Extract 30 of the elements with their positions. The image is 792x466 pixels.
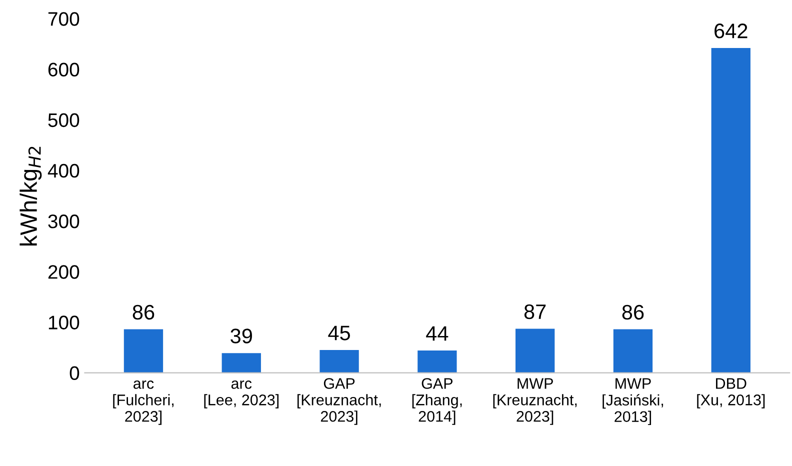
- data-label: 86: [132, 304, 154, 320]
- x-tick-label: GAP [Zhang, 2014]: [412, 378, 462, 425]
- data-label: 86: [622, 304, 644, 320]
- y-tick-label: 400: [48, 164, 80, 178]
- x-tick-label: arc [Fulcheri, 2023]: [113, 380, 174, 425]
- y-tick-label: 100: [48, 316, 80, 330]
- bar: [124, 329, 164, 373]
- y-tick-label: 300: [48, 214, 80, 228]
- bar: [418, 350, 457, 373]
- bar: [320, 350, 359, 373]
- x-tick-label: MWP [Jasiński, 2013]: [602, 378, 664, 426]
- y-tick-label: 600: [48, 62, 80, 76]
- data-label: 87: [524, 304, 546, 320]
- x-tick-label: MWP [Kreuznacht, 2023]: [493, 378, 577, 425]
- bar: [222, 353, 261, 373]
- x-tick-label: DBD [Xu, 2013]: [697, 378, 765, 408]
- bar: [516, 328, 555, 373]
- data-label: 39: [230, 328, 252, 344]
- y-axis-title: kWh/kg$_{H2}$: [20, 146, 42, 246]
- data-label: 642: [714, 24, 748, 38]
- bar: [711, 48, 750, 373]
- y-tick-label: 500: [48, 113, 80, 128]
- bar: [613, 329, 653, 373]
- y-tick-label: 200: [48, 265, 80, 279]
- x-tick-label: GAP [Kreuznacht, 2023]: [297, 378, 381, 425]
- x-tick-label: arc [Lee, 2023]: [204, 380, 279, 408]
- y-tick-label: 700: [48, 12, 80, 26]
- data-label: 44: [426, 326, 448, 341]
- y-tick-label: 0: [70, 366, 80, 380]
- data-label: 45: [328, 326, 350, 340]
